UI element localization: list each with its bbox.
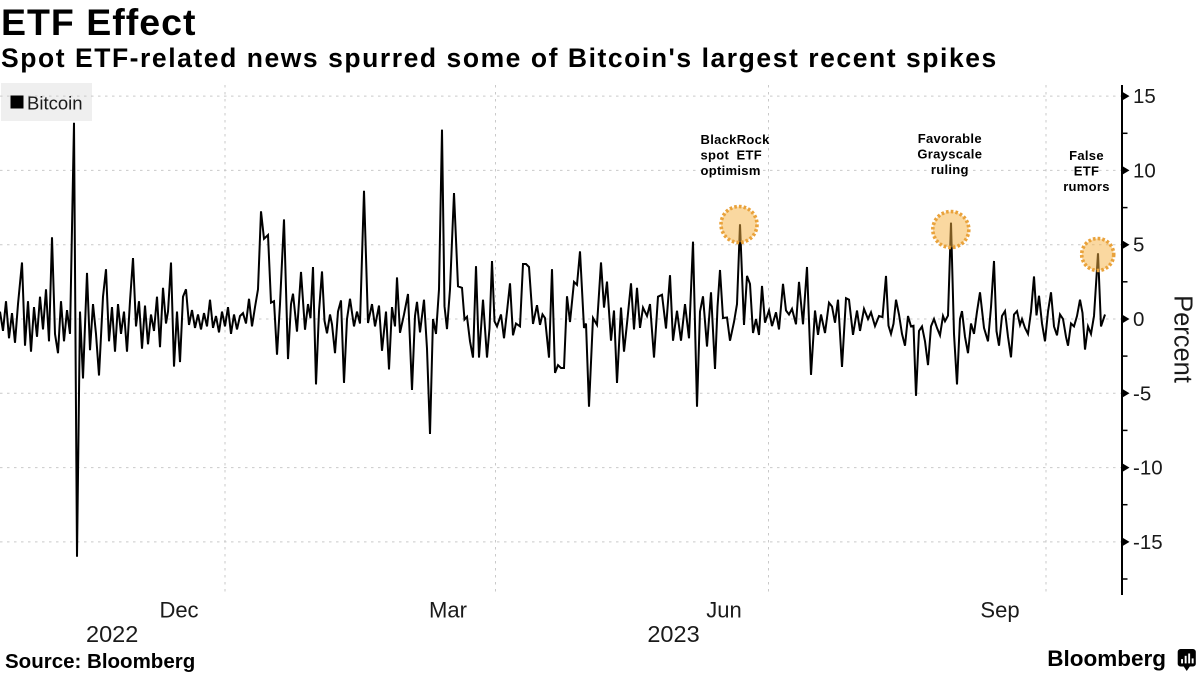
svg-text:False: False: [1069, 148, 1104, 163]
svg-text:Favorable: Favorable: [918, 131, 982, 146]
svg-text:BlackRock: BlackRock: [701, 132, 771, 147]
svg-text:10: 10: [1133, 159, 1156, 182]
svg-text:Spot ETF-related news spurred: Spot ETF-related news spurred some of Bi…: [1, 43, 998, 73]
svg-text:rumors: rumors: [1063, 179, 1110, 194]
svg-text:ruling: ruling: [931, 162, 969, 177]
svg-text:optimism: optimism: [701, 163, 761, 178]
svg-text:Sep: Sep: [980, 598, 1019, 623]
svg-text:Source: Bloomberg: Source: Bloomberg: [5, 650, 195, 673]
svg-text:Grayscale: Grayscale: [917, 146, 982, 161]
svg-text:-15: -15: [1133, 531, 1163, 554]
svg-text:ETF Effect: ETF Effect: [1, 1, 196, 43]
svg-text:-5: -5: [1133, 382, 1151, 405]
svg-text:Bloomberg: Bloomberg: [1047, 646, 1166, 671]
svg-text:ETF: ETF: [1074, 164, 1099, 179]
svg-text:Jun: Jun: [706, 598, 741, 623]
svg-text:5: 5: [1133, 234, 1144, 257]
svg-text:Mar: Mar: [429, 598, 467, 623]
svg-text:-10: -10: [1133, 457, 1163, 480]
svg-text:ETF: ETF: [737, 148, 762, 163]
svg-text:Bitcoin: Bitcoin: [27, 93, 83, 114]
svg-text:2023: 2023: [647, 621, 699, 647]
svg-text:Percent: Percent: [1169, 295, 1197, 383]
svg-text:0: 0: [1133, 308, 1144, 331]
svg-text:spot: spot: [701, 148, 730, 163]
svg-text:Dec: Dec: [159, 598, 198, 623]
svg-text:15: 15: [1133, 85, 1156, 108]
svg-text:2022: 2022: [86, 621, 138, 647]
